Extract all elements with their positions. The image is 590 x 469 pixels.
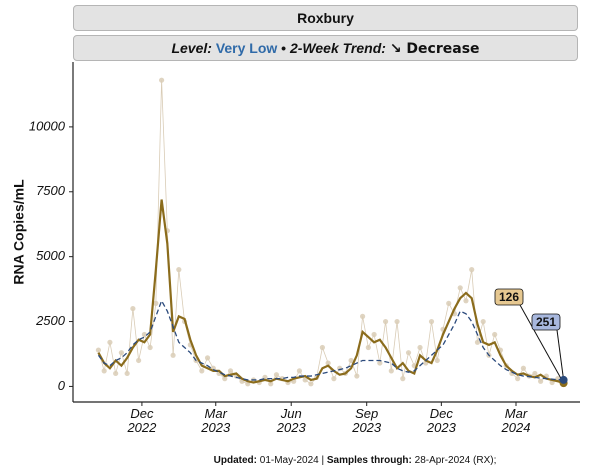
sample-point	[377, 360, 383, 366]
separator: •	[281, 40, 287, 56]
sample-point	[434, 357, 440, 364]
sample-point	[95, 347, 102, 353]
sample-point	[147, 344, 153, 351]
x-tick-label: Mar 2023	[201, 406, 231, 435]
sample-point	[113, 370, 119, 377]
sample-point	[394, 318, 400, 325]
sample-point	[159, 77, 165, 83]
footer-separator: |	[321, 455, 325, 466]
sample-point	[365, 344, 371, 351]
sample-point	[538, 378, 544, 384]
sample-point	[101, 368, 107, 374]
y-tick-label: 5000	[36, 248, 66, 263]
level: Very Low	[215, 40, 278, 56]
dashed-line	[97, 299, 564, 381]
label-leader	[556, 329, 565, 380]
sample-point	[348, 357, 354, 364]
sample-point	[273, 372, 280, 378]
sample-point	[371, 331, 377, 338]
sample-point	[130, 305, 136, 312]
sample-point	[474, 339, 481, 345]
sample-point	[480, 318, 486, 325]
sample-point	[359, 313, 366, 319]
panel-subtitle: Level: Very Low • 2-Week Trend: ↘ Decrea…	[73, 35, 578, 61]
sample-point	[428, 318, 435, 325]
end-point	[559, 375, 568, 384]
panel-title: Roxbury	[73, 5, 578, 31]
sample-point	[388, 368, 394, 374]
samples-label: Samples through:	[326, 455, 412, 466]
sample-point	[532, 370, 538, 377]
end-label-box	[494, 288, 524, 306]
trend: ↘ Decrease	[389, 41, 480, 57]
sample-point	[204, 355, 211, 361]
sample-point	[463, 298, 469, 304]
sample-point	[457, 285, 463, 291]
sample-point	[331, 376, 337, 382]
sample-point	[400, 376, 406, 382]
sample-point	[141, 331, 147, 338]
x-tick-label: Sep 2023	[352, 406, 382, 435]
footer: Updated: 01-May-2024 | Samples through: …	[0, 455, 590, 466]
end-label: 251	[536, 315, 556, 329]
sample-point	[118, 350, 125, 356]
level-label: Level:	[171, 40, 212, 56]
sample-point	[405, 350, 412, 356]
x-tick-label: Mar 2024	[501, 406, 531, 435]
trend-label: 2-Week Trend:	[289, 40, 386, 56]
sample-point	[153, 300, 159, 306]
smoothed-line	[97, 199, 564, 385]
y-axis-label: RNA Copies/mL	[11, 179, 27, 285]
x-tick-label: Jun 2023	[276, 406, 306, 435]
sample-point	[319, 344, 325, 351]
sample-point	[417, 344, 423, 351]
sample-point	[354, 373, 360, 379]
x-tick-label: Dec 2022	[127, 406, 157, 435]
sample-point	[308, 381, 314, 387]
sample-point	[515, 376, 521, 382]
sample-point	[199, 368, 205, 374]
updated-label: Updated:	[213, 455, 257, 466]
sample-point	[268, 381, 274, 387]
y-tick-label: 0	[58, 378, 66, 393]
sample-point	[222, 376, 228, 382]
sample-point	[136, 357, 142, 364]
sample-point	[492, 331, 498, 338]
updated: 01-May-2024	[259, 455, 319, 466]
end-label-box	[531, 313, 561, 331]
end-label: 126	[499, 290, 519, 304]
sample-point	[325, 360, 331, 366]
sample-point	[446, 300, 452, 306]
sample-point	[296, 368, 303, 374]
y-tick-label: 2500	[35, 313, 66, 328]
sample-point	[170, 352, 176, 358]
x-tick-label: Dec 2023	[426, 406, 456, 435]
sample-point	[176, 267, 182, 273]
samples: 28-Apr-2024 (RX);	[414, 455, 497, 466]
sample-point	[382, 318, 389, 325]
sample-point	[227, 368, 234, 374]
label-leader	[519, 304, 565, 384]
y-tick-label: 10000	[29, 118, 66, 133]
sample-point	[302, 377, 308, 383]
sample-point	[520, 365, 526, 371]
sample-point	[107, 339, 113, 345]
sample-point	[469, 267, 475, 273]
y-tick-label: 7500	[36, 183, 66, 198]
sample-point	[124, 370, 130, 377]
